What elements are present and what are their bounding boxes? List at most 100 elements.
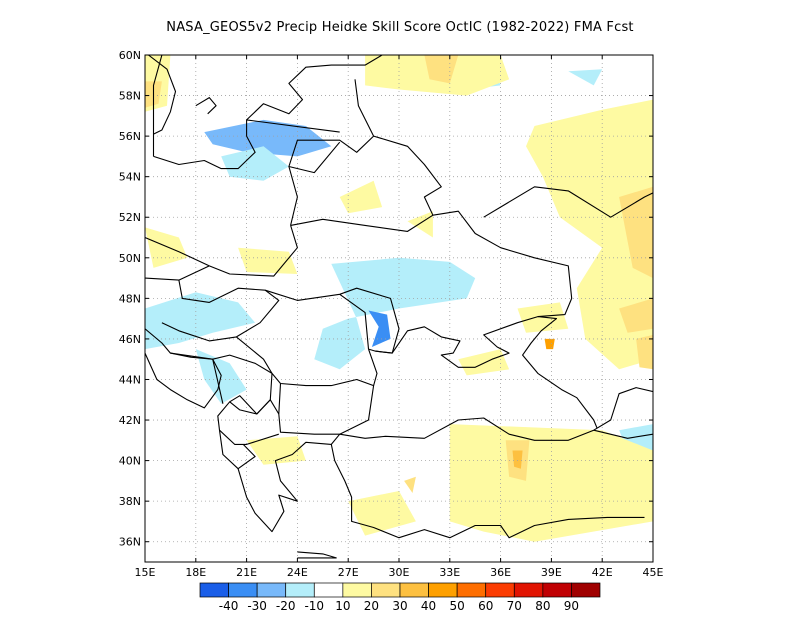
region-moscow-negative-2 (568, 69, 603, 86)
boundary-line (297, 551, 337, 559)
boundary-line (375, 316, 598, 429)
boundary-line (483, 186, 653, 218)
colorbar-swatch (513, 582, 544, 598)
boundary-line (145, 328, 222, 409)
boundary-line (195, 97, 217, 115)
boundary-line (145, 225, 298, 277)
colorbar-swatch (571, 582, 601, 598)
region-east-positive-strong (619, 186, 653, 279)
colorbar-label: 50 (450, 599, 465, 613)
boundary-line (339, 387, 653, 441)
longitude-ticks: 15E 18E 21E 24E 27E 30E 33E 36E 39E 42E 45E (135, 55, 664, 579)
map-gridlines (145, 55, 653, 562)
colorbar-label: 20 (364, 599, 379, 613)
colorbar-label: 80 (535, 599, 550, 613)
region-carpathia-positive (238, 247, 298, 274)
region-greece-positive (246, 436, 306, 465)
colorbar-label: -30 (247, 599, 267, 613)
lon-tick-label: 36E (490, 566, 511, 579)
boundary-line (330, 444, 645, 539)
colorbar-label: -10 (304, 599, 324, 613)
colorbar-label: 70 (507, 599, 522, 613)
boundary-line (161, 279, 280, 342)
boundary-line (288, 141, 341, 226)
lon-tick-label: 33E (439, 566, 460, 579)
lat-tick-label: 48N (119, 292, 141, 305)
colorbar-swatch (228, 582, 258, 598)
lon-tick-label: 45E (643, 566, 664, 579)
lat-tick-label: 36N (119, 536, 141, 549)
lat-tick-label: 40N (119, 455, 141, 468)
lat-tick-label: 52N (119, 211, 141, 224)
region-cyprus-positive (404, 476, 416, 493)
lat-tick-label: 60N (119, 49, 141, 62)
latitude-ticks: 36N 38N 40N 42N 44N 46N 48N 50N 52N 54N 56N 58N 60N (119, 49, 653, 549)
region-anatolia-positive-strongest (512, 450, 523, 469)
boundary-line (339, 293, 370, 350)
lat-tick-label: 46N (119, 333, 141, 346)
region-caspian-positive (619, 298, 653, 333)
lon-tick-label: 27E (338, 566, 359, 579)
lon-tick-label: 21E (236, 566, 257, 579)
lat-tick-label: 50N (119, 252, 141, 265)
region-aegean-positive (348, 491, 416, 536)
boundary-line (152, 55, 163, 157)
region-anatolia-positive (449, 424, 653, 542)
boundary-line (148, 55, 177, 135)
colorbar-swatch (342, 582, 372, 598)
colorbar-swatch (199, 582, 229, 598)
colorbar-swatch (285, 582, 315, 598)
lon-tick-label: 30E (389, 566, 410, 579)
map-title: NASA_GEOS5v2 Precip Heidke Skill Score O… (166, 20, 634, 35)
lat-tick-label: 58N (119, 90, 141, 103)
colorbar-label: 90 (564, 599, 579, 613)
region-belarus-positive-2 (407, 211, 433, 238)
region-crimea-positive (458, 349, 510, 376)
lat-tick-label: 54N (119, 171, 141, 184)
region-moldova-strong-negative (368, 310, 391, 347)
lon-tick-label: 24E (287, 566, 308, 579)
colorbar-swatch (256, 582, 287, 598)
region-east-positive (526, 99, 653, 370)
boundary-line (153, 55, 383, 170)
boundary-line (236, 336, 378, 387)
colorbar-label: 30 (392, 599, 407, 613)
colorbar-label: -40 (219, 599, 239, 613)
region-finland-positive (424, 55, 459, 84)
lat-tick-label: 44N (119, 373, 141, 386)
lat-tick-label: 38N (119, 495, 141, 508)
colorbar-swatch (399, 582, 429, 598)
colorbar-label: 60 (478, 599, 493, 613)
score-regions (145, 55, 653, 542)
region-east-slope-positive (636, 334, 653, 370)
lat-tick-label: 42N (119, 414, 141, 427)
region-poland-positive (145, 227, 188, 268)
boundary-line (237, 433, 341, 533)
colorbar-swatch (542, 582, 572, 598)
colorbar-label: -20 (276, 599, 296, 613)
boundary-line (290, 214, 434, 232)
boundary-line (373, 135, 573, 318)
region-rostov-positive-strong (544, 338, 555, 350)
lon-tick-label: 15E (135, 566, 156, 579)
lon-tick-label: 42E (592, 566, 613, 579)
colorbar-label: 10 (335, 599, 350, 613)
boundary-line (246, 119, 340, 133)
colorbar-swatch (313, 582, 344, 598)
colorbar-label: 40 (421, 599, 436, 613)
colorbar: -40 -30 -20 -10 10 20 30 40 50 60 70 80 90 (199, 582, 601, 613)
colorbar-swatch (456, 582, 487, 598)
colorbar-swatch (428, 582, 458, 598)
region-poland-negative (221, 146, 289, 181)
region-baltic-negative (204, 119, 332, 157)
boundary-line (212, 354, 273, 415)
coastlines-borders (145, 55, 653, 559)
colorbar-swatch (371, 582, 401, 598)
colorbar-swatch (485, 582, 515, 598)
region-belarus-positive (339, 180, 383, 214)
lon-tick-label: 39E (541, 566, 562, 579)
region-hungary-negative (145, 292, 256, 350)
boundary-line (593, 429, 653, 439)
boundary-line (288, 79, 375, 167)
